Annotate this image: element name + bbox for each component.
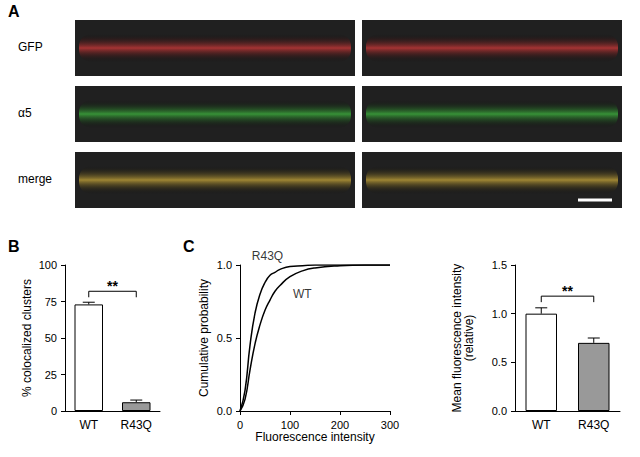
svg-text:B: B [8,238,20,255]
svg-text:300: 300 [381,419,399,431]
svg-text:0.5: 0.5 [217,332,232,344]
svg-text:WT: WT [532,418,551,432]
svg-text:Mean fluorescence intensity: Mean fluorescence intensity [450,263,464,413]
svg-text:200: 200 [331,419,349,431]
svg-text:merge: merge [18,172,52,186]
svg-text:R43Q: R43Q [252,249,283,263]
svg-text:0.0: 0.0 [492,405,507,417]
svg-text:A: A [8,3,20,20]
svg-text:GFP: GFP [18,40,43,54]
svg-text:50: 50 [45,332,57,344]
svg-text:75: 75 [45,296,57,308]
svg-text:WT: WT [293,287,312,301]
svg-text:C: C [183,238,195,255]
svg-text:0.5: 0.5 [492,356,507,368]
svg-text:(relative): (relative) [462,315,476,362]
svg-text:0.0: 0.0 [217,405,232,417]
svg-text:Cumulative probability: Cumulative probability [197,279,211,397]
svg-text:% colocalized clusters: % colocalized clusters [20,279,34,397]
svg-text:R43Q: R43Q [121,418,152,432]
svg-text:α5: α5 [18,106,32,120]
svg-text:1.5: 1.5 [492,259,507,271]
svg-text:100: 100 [281,419,299,431]
svg-text:R43Q: R43Q [578,418,609,432]
svg-text:**: ** [562,283,573,299]
svg-text:1.0: 1.0 [492,308,507,320]
svg-text:100: 100 [39,259,57,271]
svg-text:25: 25 [45,369,57,381]
svg-text:0: 0 [51,405,57,417]
svg-text:1.0: 1.0 [217,259,232,271]
svg-text:0: 0 [237,419,243,431]
svg-text:**: ** [107,278,118,294]
svg-text:WT: WT [79,418,98,432]
svg-text:Fluorescence intensity: Fluorescence intensity [255,430,374,444]
